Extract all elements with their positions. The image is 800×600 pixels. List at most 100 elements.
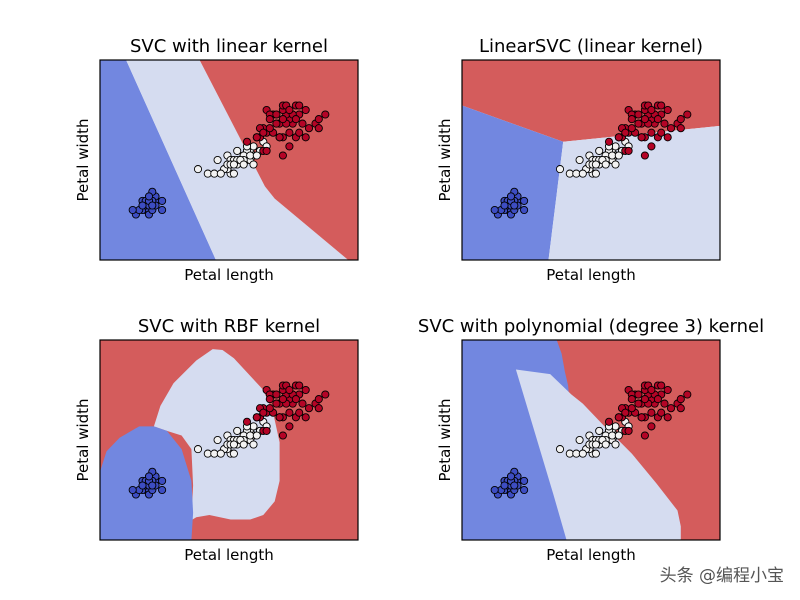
data-point-versicolor bbox=[608, 151, 617, 160]
data-point-virginica bbox=[314, 404, 323, 413]
data-point-setosa bbox=[506, 472, 516, 481]
data-point-setosa bbox=[148, 481, 157, 490]
data-point-virginica bbox=[634, 119, 643, 128]
data-point-virginica bbox=[621, 408, 630, 417]
data-point-virginica bbox=[272, 119, 281, 128]
data-point-setosa bbox=[138, 481, 147, 490]
data-point-virginica bbox=[252, 413, 261, 422]
data-point-versicolor bbox=[614, 151, 623, 160]
chart-title: SVC with linear kernel bbox=[130, 36, 328, 57]
chart-title: SVC with RBF kernel bbox=[138, 316, 320, 337]
data-point-virginica bbox=[634, 390, 643, 399]
data-point-versicolor bbox=[601, 440, 610, 449]
data-point-setosa bbox=[500, 201, 509, 210]
data-point-virginica bbox=[278, 151, 287, 160]
data-point-virginica bbox=[637, 413, 646, 422]
data-point-virginica bbox=[647, 105, 656, 115]
data-point-virginica bbox=[285, 408, 294, 417]
data-point-setosa bbox=[510, 201, 519, 210]
data-point-setosa bbox=[520, 476, 529, 485]
data-point-versicolor bbox=[246, 151, 255, 160]
subplot-2: LinearSVC (linear kernel) Petal length Pet… bbox=[436, 36, 721, 284]
data-point-virginica bbox=[657, 381, 666, 390]
data-point-versicolor bbox=[249, 440, 258, 449]
data-point-versicolor bbox=[608, 431, 617, 440]
data-point-setosa bbox=[128, 205, 137, 215]
axes-frame bbox=[99, 59, 359, 261]
y-axis-label: Petal width bbox=[436, 118, 454, 201]
decision-region-versicolor bbox=[153, 349, 280, 540]
data-point-virginica bbox=[259, 408, 268, 417]
data-point-virginica bbox=[278, 115, 287, 124]
data-point-virginica bbox=[663, 133, 672, 142]
data-point-virginica bbox=[683, 390, 692, 399]
data-point-virginica bbox=[291, 395, 300, 404]
watermark-text: 头条 @编程小宝 bbox=[659, 566, 784, 586]
data-point-virginica bbox=[640, 431, 649, 440]
data-point-setosa bbox=[158, 196, 167, 205]
data-point-versicolor bbox=[239, 440, 248, 449]
data-point-setosa bbox=[158, 205, 167, 215]
data-point-virginica bbox=[663, 105, 672, 115]
data-point-versicolor bbox=[591, 160, 600, 169]
data-point-versicolor bbox=[229, 440, 238, 449]
data-point-versicolor bbox=[229, 160, 238, 169]
data-point-virginica bbox=[627, 395, 636, 404]
plot-area bbox=[100, 60, 358, 260]
data-point-virginica bbox=[285, 422, 294, 431]
data-point-setosa bbox=[520, 196, 529, 205]
data-point-versicolor bbox=[614, 431, 623, 440]
data-point-versicolor bbox=[555, 445, 565, 454]
data-point-setosa bbox=[506, 192, 516, 201]
x-axis-label: Petal length bbox=[184, 546, 274, 564]
data-point-virginica bbox=[265, 124, 274, 133]
data-point-virginica bbox=[657, 128, 666, 137]
data-point-virginica bbox=[265, 115, 274, 124]
data-point-virginica bbox=[272, 110, 281, 119]
data-point-virginica bbox=[278, 431, 287, 440]
data-point-versicolor bbox=[216, 169, 225, 178]
data-point-virginica bbox=[304, 404, 314, 413]
data-point-virginica bbox=[321, 390, 330, 399]
data-point-virginica bbox=[647, 142, 656, 151]
data-point-virginica bbox=[653, 395, 662, 404]
data-point-versicolor bbox=[578, 449, 587, 458]
data-point-virginica bbox=[252, 133, 261, 142]
data-point-virginica bbox=[295, 408, 304, 417]
data-point-versicolor bbox=[575, 155, 584, 165]
y-axis-label: Petal width bbox=[436, 398, 454, 481]
plot-area bbox=[462, 60, 720, 260]
data-point-virginica bbox=[660, 399, 669, 408]
data-point-virginica bbox=[614, 133, 623, 142]
data-point-versicolor bbox=[578, 169, 587, 178]
data-point-setosa bbox=[490, 205, 499, 215]
data-point-versicolor bbox=[601, 160, 610, 169]
data-point-virginica bbox=[647, 408, 656, 417]
data-point-virginica bbox=[663, 413, 672, 422]
data-point-versicolor bbox=[229, 169, 238, 178]
data-point-virginica bbox=[285, 128, 294, 137]
data-point-virginica bbox=[285, 105, 294, 115]
axes-frame bbox=[99, 339, 359, 541]
y-axis-label: Petal width bbox=[74, 118, 92, 201]
data-point-virginica bbox=[657, 408, 666, 417]
data-point-virginica bbox=[242, 417, 252, 426]
data-point-virginica bbox=[676, 395, 685, 404]
data-point-versicolor bbox=[193, 445, 203, 454]
data-point-virginica bbox=[275, 413, 284, 422]
x-axis-label: Petal length bbox=[184, 266, 274, 284]
plot-area bbox=[462, 340, 720, 540]
data-point-versicolor bbox=[595, 146, 604, 155]
data-point-virginica bbox=[640, 115, 649, 124]
chart-title: SVC with polynomial (degree 3) kernel bbox=[418, 316, 764, 337]
data-point-versicolor bbox=[233, 426, 242, 435]
data-point-virginica bbox=[621, 128, 630, 137]
data-point-virginica bbox=[298, 399, 307, 408]
data-point-virginica bbox=[262, 146, 271, 155]
data-point-setosa bbox=[510, 481, 519, 490]
data-point-versicolor bbox=[575, 435, 584, 445]
data-point-setosa bbox=[158, 476, 167, 485]
data-point-virginica bbox=[262, 426, 271, 435]
data-point-virginica bbox=[627, 404, 636, 413]
